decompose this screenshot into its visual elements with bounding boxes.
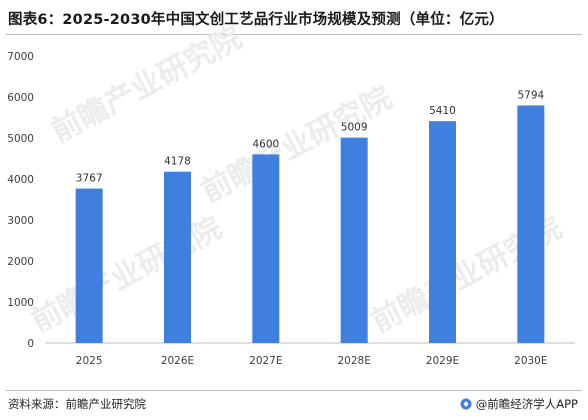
credit-text: @前瞻经济学人APP	[475, 397, 578, 411]
bar	[340, 137, 368, 343]
bar-chart: 0 1000 2000 3000 4000 5000 6000 7000 3767 2025 417…	[7, 51, 575, 367]
y-tick-label: 5000	[7, 133, 34, 145]
y-tick-label: 0	[27, 338, 34, 350]
data-label: 4600	[252, 138, 279, 150]
bar	[252, 154, 280, 343]
x-tick-label: 2030E	[514, 355, 547, 367]
y-tick-label: 2000	[7, 256, 34, 268]
bar	[164, 171, 191, 343]
data-label: 5794	[517, 89, 544, 101]
title-divider	[6, 34, 582, 35]
x-tick-label: 2029E	[426, 355, 459, 367]
data-label: 5009	[341, 122, 368, 134]
x-tick-label: 2028E	[337, 355, 370, 367]
bar	[429, 121, 456, 343]
data-label: 5410	[429, 105, 456, 117]
x-tick-label: 2027E	[249, 355, 282, 367]
y-tick-label: 4000	[7, 174, 34, 186]
y-tick-label: 3000	[7, 215, 34, 227]
x-tick-label: 2025	[76, 355, 103, 367]
data-label: 3767	[76, 173, 103, 185]
bar	[517, 105, 545, 343]
bar	[75, 188, 103, 343]
footer-divider	[6, 390, 582, 391]
chart-title: 图表6：2025-2030年中国文创工艺品行业市场规模及预测（单位：亿元）	[8, 12, 504, 28]
y-tick-label: 1000	[7, 297, 34, 309]
data-label: 4178	[164, 156, 191, 168]
source-note: 资料来源：前瞻产业研究院	[8, 397, 146, 411]
app-logo-icon	[460, 398, 472, 410]
y-tick-label: 7000	[7, 51, 34, 63]
x-tick-label: 2026E	[161, 355, 194, 367]
credit-line: @前瞻经济学人APP	[460, 396, 578, 412]
y-tick-label: 6000	[7, 92, 34, 104]
